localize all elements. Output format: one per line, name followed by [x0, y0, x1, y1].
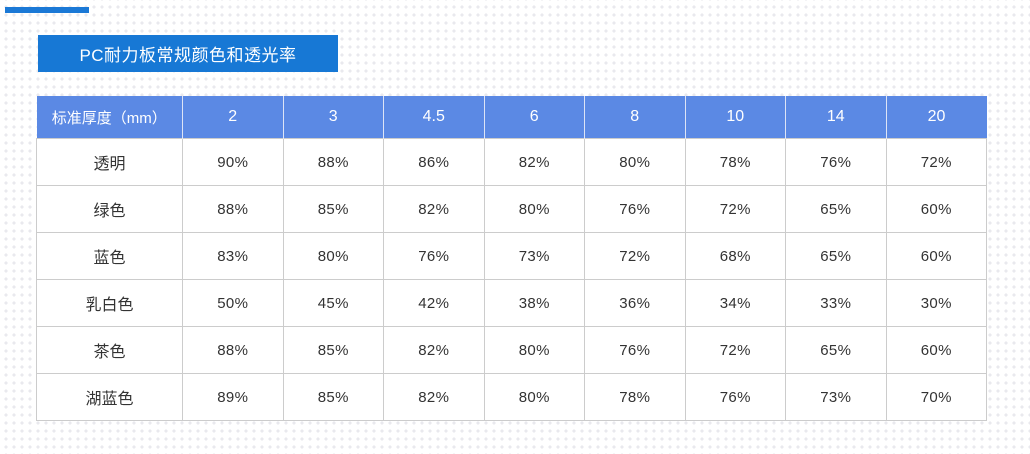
transmittance-value: 88%	[182, 326, 284, 374]
transmittance-value: 88%	[282, 138, 384, 186]
transmittance-value: 90%	[182, 138, 284, 186]
thickness-header: 14	[785, 96, 886, 139]
transmittance-value: 85%	[282, 185, 384, 233]
transmittance-value: 73%	[785, 373, 887, 421]
transmittance-value: 50%	[182, 279, 284, 327]
transmittance-value: 76%	[383, 232, 485, 280]
transmittance-value: 34%	[684, 279, 786, 327]
transmittance-value: 68%	[684, 232, 786, 280]
corner-header-thickness: 标准厚度（mm）	[36, 96, 183, 139]
transmittance-value: 80%	[584, 138, 686, 186]
thickness-header: 10	[684, 96, 786, 139]
accent-strip	[5, 7, 89, 13]
transmittance-value: 60%	[885, 232, 987, 280]
transmittance-value: 72%	[684, 326, 786, 374]
transmittance-value: 45%	[282, 279, 384, 327]
slide-title-banner: PC耐力板常规颜色和透光率	[38, 35, 338, 72]
thickness-header: 6	[483, 96, 585, 139]
transmittance-value: 78%	[584, 373, 686, 421]
transmittance-value: 83%	[182, 232, 284, 280]
transmittance-value: 82%	[383, 326, 485, 374]
transmittance-value: 85%	[282, 326, 384, 374]
transmittance-value: 65%	[785, 232, 887, 280]
transmittance-value: 76%	[684, 373, 786, 421]
transmittance-value: 76%	[785, 138, 887, 186]
table-row: 乳白色 50% 45% 42% 38% 36% 34% 33% 30%	[36, 279, 987, 327]
color-row-label: 茶色	[36, 326, 183, 374]
transmittance-value: 86%	[383, 138, 485, 186]
transmittance-value: 76%	[584, 326, 686, 374]
table-row: 蓝色 83% 80% 76% 73% 72% 68% 65% 60%	[36, 232, 987, 280]
table-header-row: 标准厚度（mm） 2 3 4.5 6 8 10 14 20	[36, 96, 987, 139]
transmittance-value: 76%	[584, 185, 686, 233]
transmittance-value: 72%	[885, 138, 987, 186]
slide-title: PC耐力板常规颜色和透光率	[79, 46, 297, 65]
transmittance-value: 82%	[383, 185, 485, 233]
transmittance-value: 80%	[483, 185, 585, 233]
transmittance-value: 30%	[885, 279, 987, 327]
transmittance-value: 85%	[282, 373, 384, 421]
table-row: 湖蓝色 89% 85% 82% 80% 78% 76% 73% 70%	[36, 373, 987, 421]
transmittance-value: 72%	[684, 185, 786, 233]
transmittance-value: 60%	[885, 185, 987, 233]
transmittance-value: 82%	[483, 138, 585, 186]
color-row-label: 透明	[36, 138, 183, 186]
transmittance-table-container: 标准厚度（mm） 2 3 4.5 6 8 10 14 20 透明 90% 88% 86% 82% 80%…	[36, 96, 987, 421]
thickness-header: 2	[182, 96, 283, 139]
color-row-label: 绿色	[36, 185, 183, 233]
transmittance-value: 80%	[483, 326, 585, 374]
transmittance-value: 70%	[885, 373, 987, 421]
transmittance-value: 36%	[584, 279, 686, 327]
transmittance-value: 82%	[383, 373, 485, 421]
transmittance-value: 80%	[483, 373, 585, 421]
transmittance-value: 88%	[182, 185, 284, 233]
thickness-header: 3	[282, 96, 384, 139]
thickness-header: 4.5	[383, 96, 484, 139]
table-row: 茶色 88% 85% 82% 80% 76% 72% 65% 60%	[36, 326, 987, 374]
transmittance-value: 89%	[182, 373, 284, 421]
transmittance-value: 78%	[684, 138, 786, 186]
transmittance-value: 60%	[885, 326, 987, 374]
table-row: 透明 90% 88% 86% 82% 80% 78% 76% 72%	[36, 138, 987, 186]
transmittance-value: 38%	[483, 279, 585, 327]
transmittance-value: 73%	[483, 232, 585, 280]
thickness-header: 8	[584, 96, 685, 139]
transmittance-value: 80%	[282, 232, 384, 280]
color-row-label: 蓝色	[36, 232, 183, 280]
transmittance-value: 65%	[785, 185, 887, 233]
table-body: 透明 90% 88% 86% 82% 80% 78% 76% 72% 绿色 88% 85% 82% 80%…	[36, 138, 987, 421]
color-row-label: 湖蓝色	[36, 373, 183, 421]
transmittance-value: 33%	[785, 279, 887, 327]
transmittance-value: 72%	[584, 232, 686, 280]
transmittance-table: 标准厚度（mm） 2 3 4.5 6 8 10 14 20 透明 90% 88% 86% 82% 80%…	[36, 96, 987, 421]
table-row: 绿色 88% 85% 82% 80% 76% 72% 65% 60%	[36, 185, 987, 233]
color-row-label: 乳白色	[36, 279, 183, 327]
thickness-header: 20	[885, 96, 987, 139]
transmittance-value: 42%	[383, 279, 485, 327]
transmittance-value: 65%	[785, 326, 887, 374]
